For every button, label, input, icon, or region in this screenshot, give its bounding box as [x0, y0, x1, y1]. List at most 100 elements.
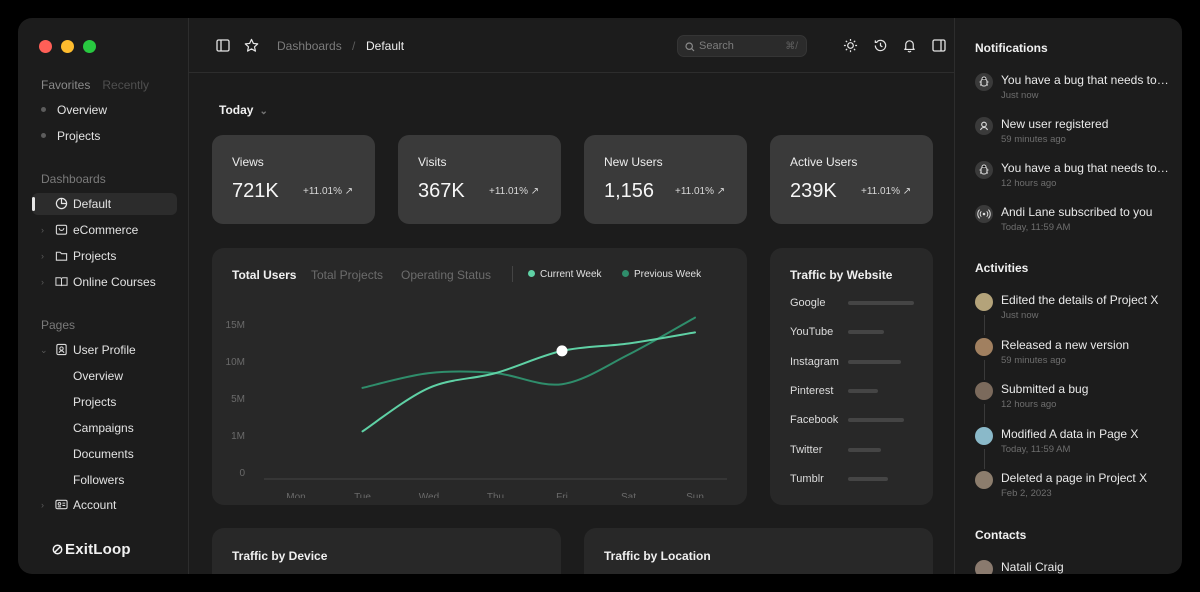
- x-tick-label: Sun: [686, 492, 704, 498]
- close-window-button[interactable]: [39, 40, 52, 53]
- book-open-icon: [55, 277, 68, 287]
- breadcrumb-parent[interactable]: Dashboards: [277, 39, 342, 53]
- search-placeholder: Search: [699, 40, 734, 52]
- activity-item[interactable]: Deleted a page in Project X Feb 2, 2023: [975, 471, 1170, 511]
- sidebar: Favorites Recently Overview Projects Das…: [18, 18, 189, 574]
- stat-value: 367K: [418, 180, 465, 202]
- timeline-connector: [984, 359, 985, 380]
- website-share-bar: [848, 418, 904, 423]
- series-line-current-week: [361, 331, 696, 433]
- activity-item[interactable]: Submitted a bug 12 hours ago: [975, 382, 1170, 424]
- timeline-connector: [984, 315, 985, 335]
- sidebar-item-projects[interactable]: Projects: [73, 249, 117, 263]
- sidebar-subitem-followers[interactable]: Followers: [73, 473, 125, 487]
- search-input[interactable]: Search ⌘/: [677, 35, 807, 57]
- sidebar-tabs: Favorites Recently: [41, 78, 149, 92]
- sun-icon[interactable]: [843, 38, 858, 53]
- avatar: [975, 471, 993, 489]
- traffic-location-panel: Traffic by Location: [584, 528, 933, 574]
- minimize-window-button[interactable]: [61, 40, 74, 53]
- activity-text: Submitted a bug: [1001, 382, 1089, 396]
- notification-item[interactable]: You have a bug that needs to be fixed Ju…: [975, 73, 1170, 113]
- website-share-bar: [848, 301, 914, 305]
- contact-name: Natali Craig: [1001, 560, 1064, 574]
- user-icon: [975, 117, 993, 135]
- sidebar-toggle-icon[interactable]: [216, 39, 230, 52]
- chevron-right-icon[interactable]: ›: [41, 225, 44, 235]
- traffic-device-panel: Traffic by Device: [212, 528, 561, 574]
- bullet-icon: [41, 107, 46, 112]
- website-label: Pinterest: [790, 384, 834, 397]
- history-icon[interactable]: [873, 38, 888, 53]
- notification-item[interactable]: You have a bug that needs to be fixed 12…: [975, 161, 1170, 201]
- x-tick-label: Mon: [286, 492, 305, 498]
- tab-recently[interactable]: Recently: [102, 78, 150, 92]
- chevron-right-icon[interactable]: ›: [41, 251, 44, 261]
- period-label: Today: [219, 103, 254, 117]
- chevron-right-icon[interactable]: ›: [41, 277, 44, 287]
- x-tick-label: Fri: [556, 492, 568, 498]
- notification-text: Andi Lane subscribed to you: [1001, 205, 1153, 219]
- stat-change: +11.01% ↗: [489, 186, 540, 197]
- sidebar-item-ecommerce[interactable]: eCommerce: [73, 223, 139, 237]
- trend-up-icon: ↗: [530, 186, 540, 197]
- sidebar-item-user-profile[interactable]: User Profile: [73, 343, 136, 357]
- bug-icon: [975, 73, 993, 91]
- breadcrumb-current: Default: [366, 39, 405, 53]
- bug-icon: [975, 161, 993, 179]
- notification-item[interactable]: Andi Lane subscribed to you Today, 11:59…: [975, 205, 1170, 245]
- favorite-item-overview[interactable]: Overview: [57, 103, 108, 117]
- notification-item[interactable]: New user registered 59 minutes ago: [975, 117, 1170, 157]
- sidebar-item-account[interactable]: Account: [73, 498, 117, 512]
- website-label: Twitter: [790, 443, 823, 456]
- tab-favorites[interactable]: Favorites: [41, 78, 91, 92]
- right-panel: Notifications You have a bug that needs …: [955, 18, 1182, 574]
- website-share-bar: [848, 330, 884, 335]
- avatar: [975, 293, 993, 311]
- y-tick-label: 0: [239, 468, 245, 479]
- chevron-right-icon[interactable]: ›: [41, 500, 44, 510]
- notification-text: You have a bug that needs to be fixed: [1001, 161, 1169, 175]
- sidebar-subitem-overview[interactable]: Overview: [73, 369, 124, 383]
- broadcast-icon: [975, 205, 993, 223]
- tab-total-projects[interactable]: Total Projects: [311, 268, 384, 282]
- notifications-heading: Notifications: [975, 41, 1048, 55]
- timeline-connector: [984, 448, 985, 469]
- y-tick-label: 15M: [226, 320, 245, 331]
- website-share-bar: [848, 359, 901, 364]
- brand-name: ExitLoop: [65, 541, 131, 558]
- period-select[interactable]: Today ⌄: [219, 103, 268, 117]
- website-share-bar: [848, 447, 881, 452]
- activity-time: 12 hours ago: [1001, 399, 1057, 410]
- activity-text: Deleted a page in Project X: [1001, 471, 1148, 485]
- bell-icon[interactable]: [902, 38, 917, 53]
- favorite-item-projects[interactable]: Projects: [57, 129, 101, 143]
- panel-toggle-icon[interactable]: [932, 39, 946, 52]
- sidebar-subitem-documents[interactable]: Documents: [73, 447, 134, 461]
- website-label: YouTube: [790, 326, 834, 339]
- tab-operating-status[interactable]: Operating Status: [401, 268, 492, 282]
- contact-item[interactable]: Natali Craig: [975, 560, 1170, 574]
- activity-time: Today, 11:59 AM: [1001, 443, 1071, 455]
- search-icon: [685, 42, 695, 52]
- activity-item[interactable]: Edited the details of Project X Just now: [975, 293, 1170, 335]
- users-line-chart: 15M 10M 5M 1M 0 Mon Tue Wed Thu Fri Sat Sun: [226, 316, 727, 498]
- activity-time: Just now: [1001, 310, 1039, 321]
- sidebar-subitem-projects[interactable]: Projects: [73, 395, 117, 409]
- tab-total-users[interactable]: Total Users: [232, 268, 297, 282]
- x-tick-label: Wed: [419, 492, 439, 498]
- star-icon[interactable]: [244, 38, 259, 53]
- activity-item[interactable]: Modified A data in Page X Today, 11:59 AM: [975, 426, 1170, 469]
- stat-label: New Users: [604, 155, 663, 169]
- activity-item[interactable]: Released a new version 59 minutes ago: [975, 337, 1170, 380]
- breadcrumb-separator: /: [352, 39, 356, 53]
- sidebar-item-online-courses[interactable]: Online Courses: [73, 275, 156, 289]
- notification-text: You have a bug that needs to be fixed: [1001, 73, 1169, 87]
- sidebar-item-default[interactable]: Default: [73, 197, 112, 211]
- trend-up-icon: ↗: [344, 186, 354, 197]
- bullet-icon: [41, 133, 46, 138]
- top-bar: Dashboards / Default Search ⌘/: [189, 18, 955, 73]
- sidebar-subitem-campaigns[interactable]: Campaigns: [73, 421, 134, 435]
- chevron-down-icon[interactable]: ⌄: [40, 345, 48, 355]
- maximize-window-button[interactable]: [83, 40, 96, 53]
